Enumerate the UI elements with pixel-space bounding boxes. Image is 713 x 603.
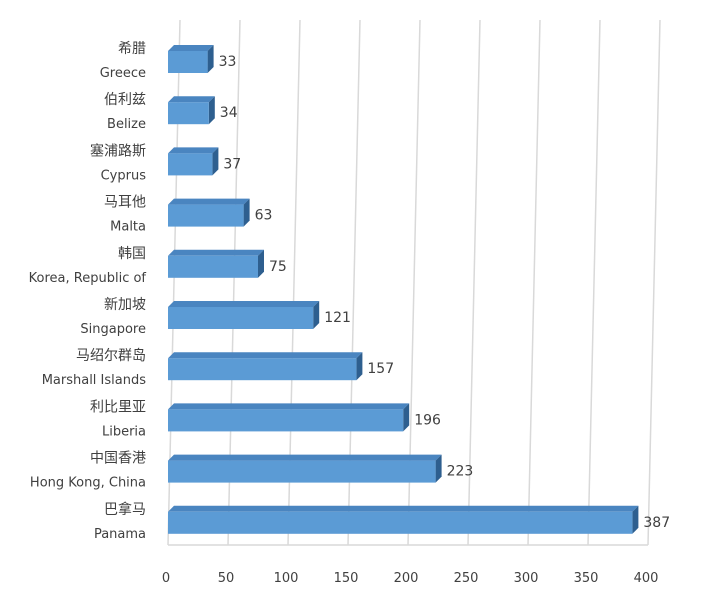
bar-side-face xyxy=(212,147,219,176)
category-labels: 希腊 Greece 伯利兹 Belize 塞浦路斯 Cyprus 马耳他 Malta 韩国 Kor… xyxy=(29,41,147,542)
data-label: 34 xyxy=(220,105,238,121)
bar-front-face xyxy=(168,255,258,278)
bar-side-face xyxy=(403,403,410,432)
bar-front-face xyxy=(168,51,208,73)
bar-top-face xyxy=(168,403,410,410)
category-label-en: Marshall Islands xyxy=(42,373,147,388)
data-label: 33 xyxy=(219,54,237,70)
data-label: 196 xyxy=(414,412,441,428)
gridline-350 xyxy=(587,19,601,546)
bar-front-face xyxy=(168,307,314,329)
bar-front-face xyxy=(168,409,404,432)
data-label: 387 xyxy=(643,515,670,531)
data-label: 157 xyxy=(367,361,394,377)
category-label-en: Korea, Republic of xyxy=(29,271,147,286)
bar: 75 xyxy=(168,249,287,278)
bar: 33 xyxy=(168,45,236,73)
category-label-cn: 新加坡 xyxy=(104,297,146,313)
category-label-cn: 希腊 xyxy=(118,41,146,57)
category-label-cn: 马绍尔群岛 xyxy=(76,348,146,364)
category-label-en: Greece xyxy=(100,66,146,81)
bar-side-face xyxy=(243,198,250,227)
data-label: 75 xyxy=(269,259,287,275)
bar-side-face xyxy=(208,96,215,125)
category-label-cn: 马耳他 xyxy=(104,195,146,211)
category-label-en: Liberia xyxy=(102,424,146,439)
bar: 196 xyxy=(168,403,441,432)
x-tick-label: 400 xyxy=(634,571,659,586)
category-label-en: Hong Kong, China xyxy=(30,476,146,491)
bar-side-face xyxy=(207,45,214,73)
bar-top-face xyxy=(168,505,639,512)
bar: 34 xyxy=(168,96,238,125)
gridline-250 xyxy=(467,19,481,546)
gridline-400 xyxy=(647,19,661,546)
x-tick-label: 0 xyxy=(162,571,170,586)
data-label: 37 xyxy=(223,156,241,172)
category-label-cn: 巴拿马 xyxy=(104,501,146,518)
data-label: 223 xyxy=(447,464,474,480)
bar: 223 xyxy=(168,454,474,483)
category-label-cn: 中国香港 xyxy=(90,451,146,467)
x-tick-label: 150 xyxy=(334,571,359,586)
bar-side-face xyxy=(435,454,442,483)
x-tick-label: 50 xyxy=(218,571,235,586)
bar-front-face xyxy=(168,102,209,125)
bar-top-face xyxy=(168,352,363,359)
category-label-en: Singapore xyxy=(80,322,146,337)
bar-top-face xyxy=(168,198,250,205)
x-axis-ticks: 0 50 100 150 200 250 300 350 400 xyxy=(162,571,659,586)
bar-top-face xyxy=(168,249,264,256)
gridline-300 xyxy=(527,19,541,546)
bar-side-face xyxy=(313,301,320,329)
bar: 63 xyxy=(168,198,273,227)
bar-top-face xyxy=(168,45,214,51)
x-tick-label: 200 xyxy=(394,571,419,586)
bar-top-face xyxy=(168,147,219,154)
category-label-en: Malta xyxy=(110,220,146,235)
x-tick-label: 100 xyxy=(274,571,299,586)
bar-front-face xyxy=(168,460,436,483)
category-label-cn: 伯利兹 xyxy=(104,92,146,108)
bar: 157 xyxy=(168,352,394,381)
category-label-cn: 利比里亚 xyxy=(90,399,146,415)
bar-front-face xyxy=(168,204,244,227)
data-label: 121 xyxy=(324,310,351,326)
bar-side-face xyxy=(632,505,639,534)
bar-top-face xyxy=(168,301,320,307)
category-label-en: Panama xyxy=(94,527,146,542)
bar-side-face xyxy=(258,249,264,278)
bar-front-face xyxy=(168,358,357,381)
bar: 387 xyxy=(168,505,670,534)
data-label: 63 xyxy=(255,208,273,224)
bar-top-face xyxy=(168,96,215,103)
x-tick-label: 300 xyxy=(514,571,539,586)
bar-top-face xyxy=(168,454,442,461)
bar: 121 xyxy=(168,301,351,329)
bar-front-face xyxy=(168,511,633,534)
bar: 37 xyxy=(168,147,241,176)
category-label-en: Belize xyxy=(107,117,146,132)
bar-front-face xyxy=(168,153,213,176)
category-label-cn: 塞浦路斯 xyxy=(90,142,146,159)
category-label-en: Cyprus xyxy=(101,168,147,183)
x-tick-label: 350 xyxy=(574,571,599,586)
bar-side-face xyxy=(356,352,363,381)
bars: 33 34 37 63 75 121 157 196 223 387 xyxy=(168,45,670,534)
x-tick-label: 250 xyxy=(454,571,479,586)
category-label-cn: 韩国 xyxy=(118,246,146,262)
